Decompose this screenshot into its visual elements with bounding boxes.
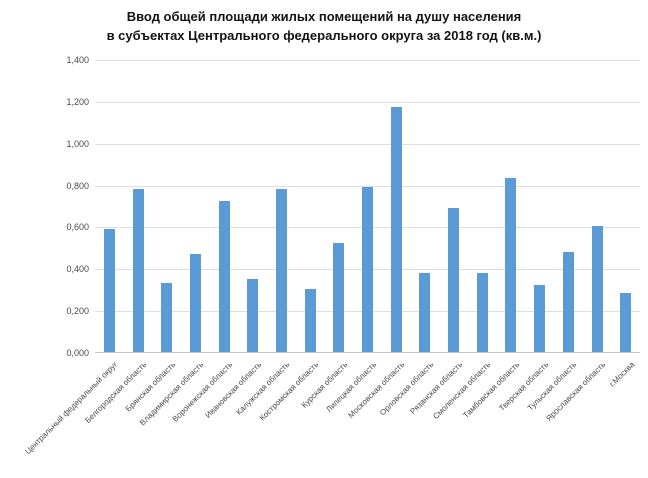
bar [562, 251, 574, 352]
bar [448, 207, 460, 352]
chart-title-line-1: Ввод общей площади жилых помещений на ду… [126, 9, 522, 24]
bar [161, 282, 173, 352]
chart-title-line-2: в субъектах Центрального федерального ок… [106, 28, 542, 43]
y-axis-tick-label: 0,200 [66, 306, 89, 317]
y-axis-tick-label: 1,200 [66, 96, 89, 107]
bar [591, 226, 603, 352]
bar [390, 107, 402, 352]
bar [333, 243, 345, 352]
plot-area: 0,000 0,200 0,400 0,600 0,800 1,000 1,200 1,400… [24, 55, 640, 456]
bar [304, 289, 316, 352]
y-axis-tick-label: 1,000 [66, 138, 89, 149]
y-axis-tick-label: 0,400 [66, 264, 89, 275]
y-axis-tick-label: 1,400 [66, 55, 89, 65]
y-gridline [95, 101, 640, 103]
bar [505, 178, 517, 352]
y-axis-tick-label: 0,600 [66, 222, 89, 233]
y-axis-tick-label: 0,000 [66, 348, 89, 358]
bar [189, 253, 201, 352]
bar [419, 272, 431, 352]
bar [534, 285, 546, 352]
bar [620, 293, 632, 352]
y-gridline [95, 185, 640, 187]
bar [103, 228, 115, 352]
bar [476, 272, 488, 352]
y-gridline [95, 60, 640, 61]
x-axis-line [95, 352, 640, 353]
bar [275, 188, 287, 352]
y-gridline [95, 143, 640, 145]
bar [218, 201, 230, 352]
bar [247, 278, 259, 352]
bar [132, 188, 144, 352]
bar [362, 186, 373, 352]
y-axis-tick-label: 0,800 [66, 180, 89, 191]
chart-title: Ввод общей площади жилых помещений на ду… [0, 7, 648, 45]
